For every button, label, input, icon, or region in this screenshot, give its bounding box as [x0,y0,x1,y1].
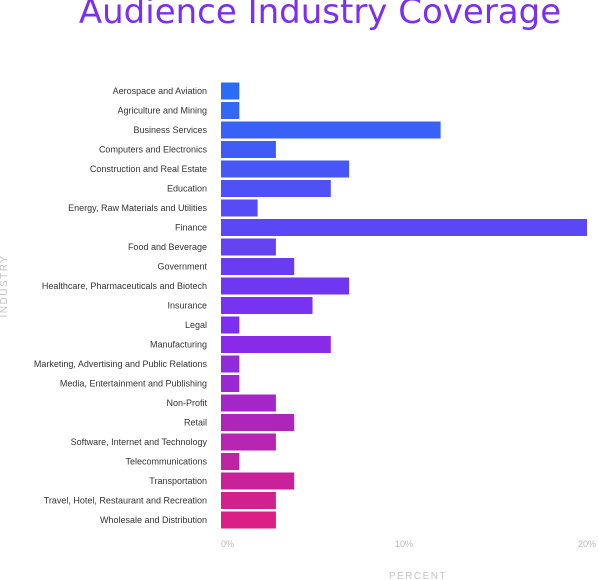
category-label: Media, Entertainment and Publishing [60,379,207,389]
bar [221,472,295,490]
bar [221,414,295,431]
category-label: Insurance [167,301,207,311]
category-label: Software, Internet and Technology [71,437,208,447]
bar [221,121,441,139]
bar [221,375,240,392]
x-tick-label: 20% [578,539,596,549]
category-label: Energy, Raw Materials and Utilities [68,203,207,213]
category-label: Telecommunications [125,457,207,467]
bars-group [221,82,587,529]
category-label: Construction and Real Estate [90,164,207,174]
bar [221,316,240,334]
bar [221,511,276,529]
category-label: Business Services [133,125,207,135]
bar [221,238,276,256]
category-label: Agriculture and Mining [117,106,207,116]
category-label: Wholesale and Distribution [100,515,207,525]
category-label: Education [167,184,207,194]
bar [221,394,276,412]
bar [221,82,240,100]
category-label: Non-Profit [166,398,207,408]
bar [221,355,240,373]
x-ticks-group: 0% 10% 20% [221,539,596,549]
bar [221,141,276,158]
bar [221,160,350,178]
category-label: Healthcare, Pharmaceuticals and Biotech [42,281,207,291]
x-tick-label: 10% [395,539,413,549]
chart-title: Audience Industry Coverage [78,0,562,32]
category-label: Food and Beverage [128,242,207,252]
bar [221,336,331,353]
category-label: Finance [175,223,207,233]
category-label: Transportation [149,476,207,486]
category-label: Retail [184,418,207,428]
bar [221,297,313,314]
bar [221,453,240,470]
bar [221,277,350,295]
category-label: Marketing, Advertising and Public Relati… [34,359,208,369]
x-axis-title: PERCENT [389,571,447,580]
category-labels-group: Aerospace and Aviation Agriculture and Mi… [34,86,208,525]
bar [221,199,258,217]
bar [221,492,276,509]
bar [221,219,587,236]
category-label: Aerospace and Aviation [113,86,207,96]
category-label: Computers and Electronics [99,145,208,155]
bar [221,258,295,275]
bar [221,180,331,197]
x-tick-label: 0% [221,539,234,549]
category-label: Legal [185,320,207,330]
bar [221,433,276,451]
bar [221,102,240,119]
category-label: Manufacturing [150,340,207,350]
y-axis-title: INDUSTRY [0,255,10,318]
category-label: Travel, Hotel, Restaurant and Recreation [44,496,207,506]
category-label: Government [157,262,207,272]
